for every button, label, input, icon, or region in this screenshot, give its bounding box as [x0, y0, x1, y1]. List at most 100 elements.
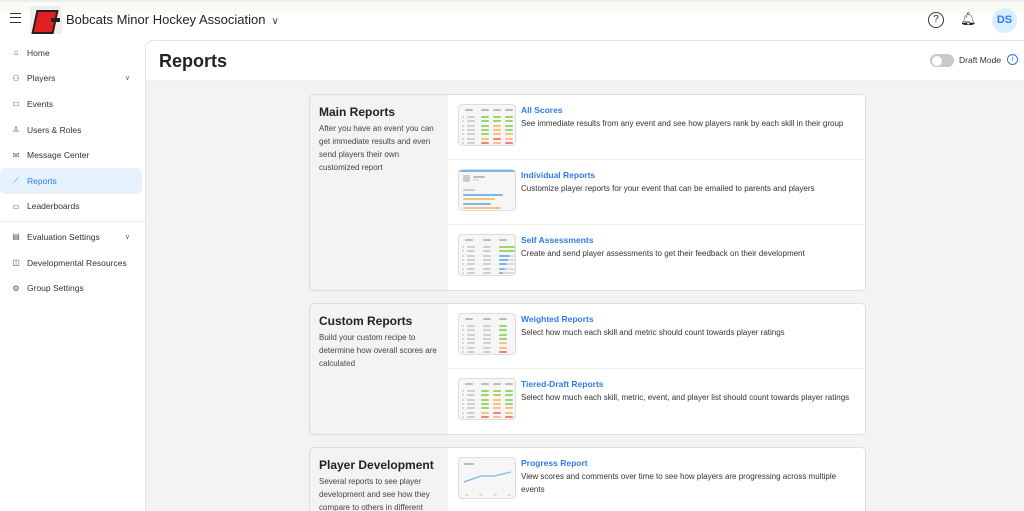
- thumbnail-bar: [493, 128, 501, 131]
- report-item[interactable]: All Scores See immediate results from any…: [448, 95, 865, 160]
- thumbnail-bar: [462, 402, 464, 405]
- info-icon[interactable]: i: [1007, 54, 1018, 65]
- sidebar-item-message-center[interactable]: ✉ Message Center: [0, 142, 142, 168]
- thumbnail-bar: [505, 124, 513, 127]
- report-link[interactable]: Progress Report: [521, 458, 588, 468]
- report-thumbnail: [458, 313, 516, 355]
- thumbnail-bar: [473, 179, 479, 181]
- home-icon: ⌂: [13, 48, 19, 58]
- thumbnail-bar: [467, 271, 475, 274]
- thumbnail-bar: [481, 411, 489, 414]
- section-description: Build your custom recipe to determine ho…: [319, 333, 437, 368]
- thumbnail-bar: [467, 333, 475, 336]
- thumbnail-bar: [493, 124, 501, 127]
- thumbnail-bar: [467, 346, 475, 349]
- report-section: Main Reports After you have an event you …: [309, 94, 866, 291]
- bell-icon[interactable]: 🔔︎: [960, 11, 977, 26]
- report-link[interactable]: Tiered-Draft Reports: [521, 379, 604, 389]
- sidebar-item-users-roles[interactable]: ♙ Users & Roles: [0, 117, 142, 143]
- report-item[interactable]: Weighted Reports Select how much each ski…: [448, 304, 865, 369]
- thumbnail-bar: [462, 133, 464, 136]
- report-item[interactable]: Individual Reports Customize player repor…: [448, 160, 865, 225]
- thumbnail-bar: [467, 258, 475, 261]
- sidebar-item-evaluation-settings[interactable]: ▤ Evaluation Settings ∨: [0, 224, 142, 250]
- chevron-down-icon[interactable]: ∨: [124, 75, 130, 83]
- thumbnail-bar: [465, 239, 473, 241]
- report-link[interactable]: Individual Reports: [521, 170, 596, 180]
- thumbnail-bar: [483, 325, 491, 327]
- sidebar-item-leaderboards[interactable]: ▭ Leaderboards: [0, 194, 142, 220]
- report-item[interactable]: Progress Report View scores and comments …: [448, 448, 865, 511]
- thumbnail-bar: [481, 402, 489, 405]
- sidebar-item-group-settings[interactable]: ⚙ Group Settings: [0, 275, 142, 301]
- thumbnail-bar: [505, 407, 513, 410]
- thumbnail-bar: [467, 124, 475, 127]
- thumbnail-bar: [483, 350, 491, 353]
- thumbnail-bar: [499, 271, 515, 274]
- report-description: Select how much each skill and metric sh…: [521, 328, 785, 337]
- report-link[interactable]: All Scores: [521, 105, 563, 115]
- thumbnail-bar: [473, 176, 485, 178]
- thumbnail-bar: [483, 337, 491, 340]
- thumbnail-bar: [499, 263, 515, 266]
- sidebar-item-events[interactable]: ▭ Events: [0, 91, 142, 117]
- thumbnail-bar: [462, 271, 464, 274]
- thumbnail-bar: [499, 254, 510, 257]
- thumbnail-bar: [481, 383, 489, 385]
- chevron-down-icon[interactable]: ∨: [124, 233, 130, 241]
- report-thumbnail: [458, 234, 516, 276]
- report-item[interactable]: Self Assessments Create and send player a…: [448, 225, 865, 290]
- thumbnail-bar: [499, 246, 515, 248]
- thumbnail-bar: [499, 263, 507, 266]
- thumbnail-bar: [483, 246, 491, 248]
- thumbnail-bar: [483, 254, 491, 257]
- menu-icon[interactable]: [10, 13, 21, 23]
- progress-line-icon: [463, 471, 512, 483]
- thumbnail-bar: [493, 141, 501, 144]
- thumbnail-bar: [505, 137, 513, 140]
- report-item[interactable]: Tiered-Draft Reports Select how much each…: [448, 369, 865, 434]
- thumbnail-bar: [462, 337, 464, 340]
- sidebar-item-players[interactable]: ⚇ Players ∨: [0, 66, 142, 92]
- thumbnail-bar: [499, 342, 507, 345]
- thumbnail-bar: [462, 116, 464, 118]
- report-thumbnail: [458, 104, 516, 146]
- report-link[interactable]: Weighted Reports: [521, 314, 594, 324]
- thumbnail-bar: [462, 254, 464, 257]
- thumbnail-bar: [499, 239, 507, 241]
- thumbnail-bar: [462, 394, 464, 397]
- thumbnail-bar: [464, 463, 474, 465]
- thumbnail-bar: [467, 398, 475, 401]
- help-icon[interactable]: ?: [928, 12, 944, 28]
- book-icon: ◫: [12, 258, 20, 268]
- draft-mode-toggle[interactable]: [930, 54, 954, 67]
- mail-icon: ✉: [12, 150, 20, 160]
- thumbnail-bar: [463, 203, 491, 205]
- sidebar-item-reports[interactable]: ⟋ Reports: [0, 167, 142, 194]
- thumbnail-bar: [505, 133, 513, 136]
- thumbnail-bar: [462, 407, 464, 410]
- clipboard-icon: ▤: [12, 232, 20, 242]
- thumbnail-bar: [467, 337, 475, 340]
- thumbnail-avatar: [463, 175, 470, 182]
- thumbnail-bar: [483, 346, 491, 349]
- thumbnail-bar: [467, 254, 475, 257]
- report-link[interactable]: Self Assessments: [521, 235, 594, 245]
- thumbnail-bar: [505, 415, 513, 418]
- thumbnail-bar: [505, 390, 513, 392]
- calendar-icon: ▭: [12, 99, 20, 109]
- sidebar-item-home[interactable]: ⌂ Home: [0, 40, 142, 66]
- thumbnail-bar: [467, 128, 475, 131]
- sidebar-item-developmental-resources[interactable]: ◫ Developmental Resources: [0, 250, 142, 276]
- thumbnail-bar: [467, 141, 475, 144]
- avatar[interactable]: DS: [992, 8, 1017, 33]
- thumbnail-bar: [462, 342, 464, 345]
- org-switcher[interactable]: Bobcats Minor Hockey Association ∨: [66, 12, 279, 27]
- thumbnail-bar: [481, 407, 489, 410]
- sidebar-item-label: Evaluation Settings: [27, 231, 100, 242]
- thumbnail-bar: [499, 329, 507, 332]
- thumbnail-bar: [463, 198, 495, 200]
- sidebar-item-label: Message Center: [27, 150, 90, 161]
- thumbnail-bar: [493, 137, 501, 140]
- thumbnail-bar: [505, 116, 513, 118]
